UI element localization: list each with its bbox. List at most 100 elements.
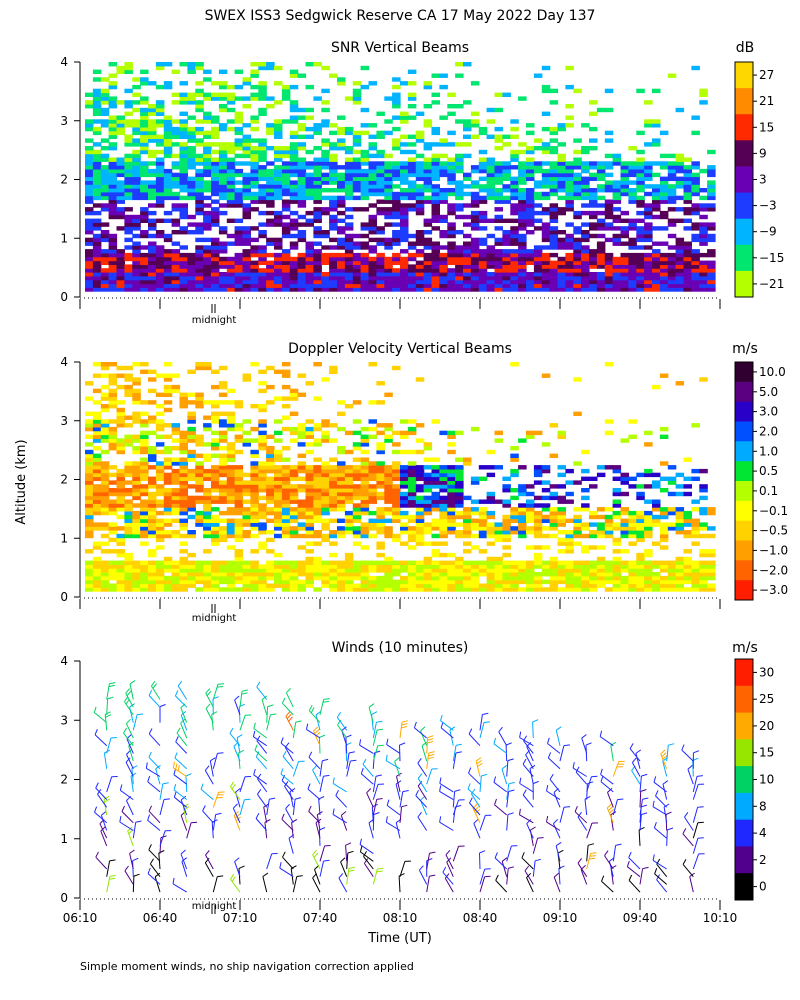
snr-cell (258, 283, 267, 288)
doppler-cell (266, 568, 275, 573)
snr-cell (266, 203, 275, 208)
snr-cell (281, 272, 291, 277)
snr-cell (455, 252, 464, 258)
snr-cell (163, 119, 173, 124)
doppler-cell (274, 453, 283, 458)
snr-cell (659, 226, 669, 231)
doppler-cell (368, 495, 377, 501)
doppler-cell (203, 453, 212, 458)
snr-cell (124, 138, 133, 143)
doppler-cell (116, 446, 125, 451)
doppler-cell (313, 587, 322, 592)
snr-cell (218, 180, 228, 185)
doppler-cell (423, 507, 433, 512)
doppler-cell (344, 583, 354, 588)
doppler-cell (305, 572, 314, 577)
doppler-cell (148, 583, 157, 588)
doppler-cell (281, 384, 291, 390)
snr-cell (360, 123, 370, 128)
snr-cell (313, 283, 322, 288)
snr-cell (195, 130, 204, 136)
snr-cell (636, 256, 645, 262)
doppler-cell (644, 499, 653, 504)
snr-cell (163, 275, 173, 281)
snr-cell (683, 195, 692, 201)
snr-cell (533, 73, 543, 78)
snr-cell (108, 96, 118, 101)
snr-cell (533, 218, 543, 223)
doppler-cell (486, 514, 496, 520)
snr-cell (108, 241, 118, 246)
snr-cell (604, 268, 614, 273)
doppler-cell (305, 472, 314, 478)
doppler-cell (581, 575, 590, 581)
snr-cell (478, 188, 488, 193)
snr-cell (155, 62, 165, 67)
doppler-cell (140, 499, 149, 504)
doppler-cell (234, 400, 244, 405)
doppler-cell (329, 438, 338, 443)
doppler-cell (526, 545, 535, 550)
doppler-cell (179, 472, 188, 478)
doppler-cell (439, 560, 448, 565)
snr-cell (439, 73, 448, 78)
snr-cell (85, 207, 94, 212)
doppler-cell (510, 587, 519, 592)
snr-cell (195, 184, 204, 189)
doppler-cell (518, 575, 527, 581)
snr-cell (226, 260, 236, 265)
doppler-cell (211, 526, 220, 531)
doppler-cell (376, 583, 385, 588)
snr-cell (644, 272, 653, 277)
snr-cell (211, 245, 220, 250)
doppler-cell (392, 503, 401, 508)
snr-cell (652, 195, 661, 201)
doppler-cell (242, 564, 251, 569)
doppler-cell (447, 430, 456, 436)
snr-cell (344, 237, 354, 243)
doppler-cell (518, 533, 527, 539)
doppler-cell (392, 365, 401, 371)
doppler-cell (407, 430, 417, 436)
snr-cell (612, 161, 622, 166)
snr-cell (250, 275, 259, 281)
doppler-cell (675, 579, 685, 585)
snr-cell (644, 100, 653, 105)
doppler-cell (447, 476, 456, 481)
doppler-cell (352, 503, 362, 508)
snr-cell (116, 165, 125, 170)
snr-cell (266, 199, 275, 204)
doppler-cell (155, 476, 165, 481)
snr-cell (675, 180, 685, 185)
snr-cell (242, 233, 251, 239)
snr-cell (218, 191, 228, 197)
snr-cell (533, 138, 543, 143)
doppler-cell (675, 514, 685, 520)
snr-cell (187, 153, 196, 159)
doppler-cell (132, 533, 141, 539)
snr-cell (667, 168, 677, 174)
snr-cell (494, 272, 503, 277)
snr-cell (431, 168, 440, 174)
snr-cell (360, 233, 370, 239)
snr-cell (124, 222, 133, 227)
snr-cell (85, 153, 94, 159)
doppler-cell (659, 579, 669, 585)
doppler-cell (100, 583, 110, 588)
snr-cell (321, 275, 330, 281)
snr-cell (140, 272, 149, 277)
doppler-cell (116, 411, 125, 416)
doppler-cell (407, 579, 417, 585)
doppler-cell (518, 484, 527, 489)
doppler-cell (565, 499, 574, 504)
snr-cell (203, 279, 212, 285)
doppler-cell (85, 572, 94, 577)
doppler-cell (124, 491, 133, 497)
snr-cell (289, 241, 299, 246)
snr-cell (581, 230, 590, 235)
doppler-cell (242, 507, 251, 512)
snr-cell (541, 210, 551, 216)
snr-cell (699, 237, 708, 243)
snr-cell (266, 191, 275, 197)
snr-cell (518, 207, 527, 212)
